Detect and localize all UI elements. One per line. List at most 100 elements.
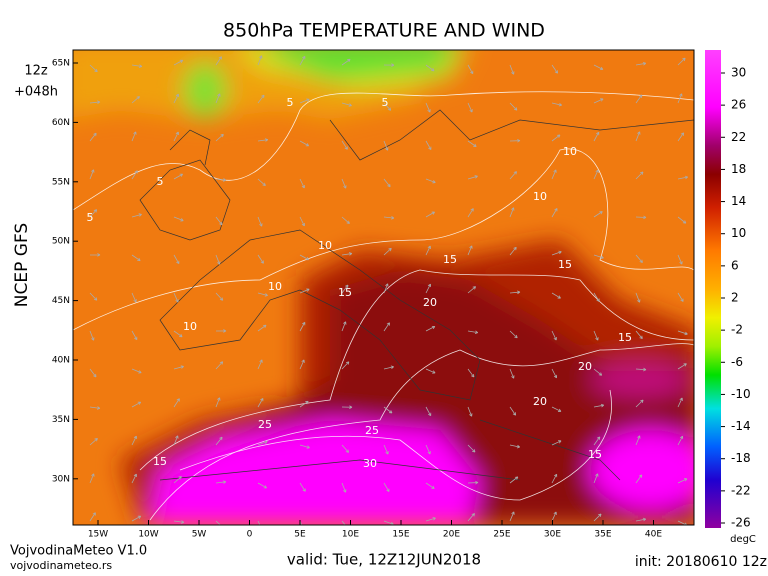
wind-arrow [425, 64, 435, 72]
wind-arrow [383, 406, 393, 414]
lat-label: 35N [52, 415, 70, 425]
wind-arrow [257, 397, 264, 408]
wind-arrow [257, 254, 264, 264]
wind-arrow [635, 61, 647, 66]
wind-arrow [131, 131, 137, 142]
wind-arrow [635, 254, 643, 263]
lat-label: 65N [52, 59, 70, 69]
wind-arrow [215, 292, 224, 301]
wind-arrow [467, 406, 473, 417]
colorbar-tick-label: -10 [731, 387, 751, 401]
wind-arrow [215, 480, 227, 484]
wind-arrow [509, 511, 515, 522]
wind-arrow [635, 94, 643, 104]
wind-arrow [383, 322, 390, 332]
wind-arrow [677, 435, 684, 446]
colorbar-tick-label: -26 [731, 516, 751, 530]
wind-arrow [509, 290, 521, 295]
wind-arrow [425, 368, 436, 374]
wind-arrow [173, 173, 184, 180]
wind-arrow [215, 216, 223, 226]
wind-arrow [635, 215, 647, 220]
wind-arrow [131, 368, 142, 374]
wind-arrow [299, 288, 310, 294]
lon-label: 40E [645, 530, 662, 540]
wind-arrow [593, 254, 604, 259]
wind-arrow [509, 246, 517, 256]
wind-arrow [635, 292, 641, 303]
wind-arrow [593, 473, 599, 484]
contour-label: 10 [268, 280, 282, 293]
wind-arrow [341, 321, 347, 332]
wind-arrow [299, 359, 305, 370]
contour-label: 20 [533, 395, 547, 408]
wind-arrow [551, 134, 561, 142]
wind-arrow [341, 58, 351, 66]
wind-arrow [635, 399, 644, 408]
wind-arrow [341, 102, 352, 107]
wind-arrow [89, 169, 95, 180]
colorbar-tick-label: 14 [731, 194, 746, 208]
wind-arrow [383, 444, 389, 455]
wind-arrow [467, 175, 478, 180]
temperature-field [73, 50, 694, 525]
wind-arrow [425, 102, 431, 113]
contour-label: 15 [443, 253, 457, 266]
wind-arrow [215, 178, 227, 182]
wind-arrow [257, 55, 263, 66]
wind-arrow [425, 517, 436, 522]
forecast-hour: +048h [14, 85, 58, 100]
wind-arrow [215, 133, 224, 142]
wind-arrow [425, 406, 432, 417]
lon-label: 10W [138, 530, 158, 540]
wind-arrow [467, 140, 477, 148]
wind-arrow [89, 64, 98, 73]
wind-arrow [257, 292, 268, 297]
wind-arrow [341, 252, 353, 256]
wind-arrow [551, 511, 557, 522]
lon-label: 35E [594, 530, 611, 540]
wind-arrow [383, 63, 395, 67]
wind-arrow [131, 515, 142, 522]
wind-arrow [677, 254, 683, 265]
wind-arrow [89, 132, 97, 142]
wind-arrow [425, 444, 431, 455]
contour-label: 15 [618, 331, 632, 344]
lon-label: 15W [88, 530, 108, 540]
contour-label: 20 [578, 360, 592, 373]
wind-arrow [677, 478, 688, 484]
wind-arrow [257, 482, 268, 489]
wind-arrow [131, 401, 142, 408]
wind-arrow [173, 131, 179, 142]
wind-arrow [593, 169, 599, 180]
contour-label: 10 [533, 190, 547, 203]
wind-arrow [257, 520, 261, 525]
wind-arrow [509, 476, 519, 484]
wind-arrow [509, 102, 518, 111]
contour-label: 15 [338, 286, 352, 299]
wind-arrow [341, 178, 347, 189]
colorbar-tick-label: 18 [731, 162, 746, 176]
lon-label: 5W [192, 530, 207, 540]
wind-arrow [215, 397, 221, 408]
wind-arrow [383, 365, 395, 370]
contour-label: 15 [558, 258, 572, 271]
wind-arrow [551, 102, 563, 107]
wind-arrow [551, 250, 562, 256]
contour-label: 5 [87, 211, 94, 224]
wind-arrow [425, 245, 431, 256]
wind-arrow [677, 330, 688, 336]
colorbar-tick-label: 2 [731, 291, 739, 305]
wind-arrow [215, 254, 221, 265]
wind-arrow [131, 96, 140, 104]
wind-arrow [341, 482, 347, 493]
wind-arrow [593, 403, 605, 408]
valid-time: valid: Tue, 12Z12JUN2018 [287, 551, 481, 569]
wind-arrow [89, 406, 101, 410]
colorbar-tick-label: 26 [731, 98, 746, 112]
colorbar-tick-label: 30 [731, 66, 746, 80]
wind-arrow [551, 473, 558, 484]
wind-arrow [341, 405, 353, 409]
contour-label: 25 [258, 418, 272, 431]
